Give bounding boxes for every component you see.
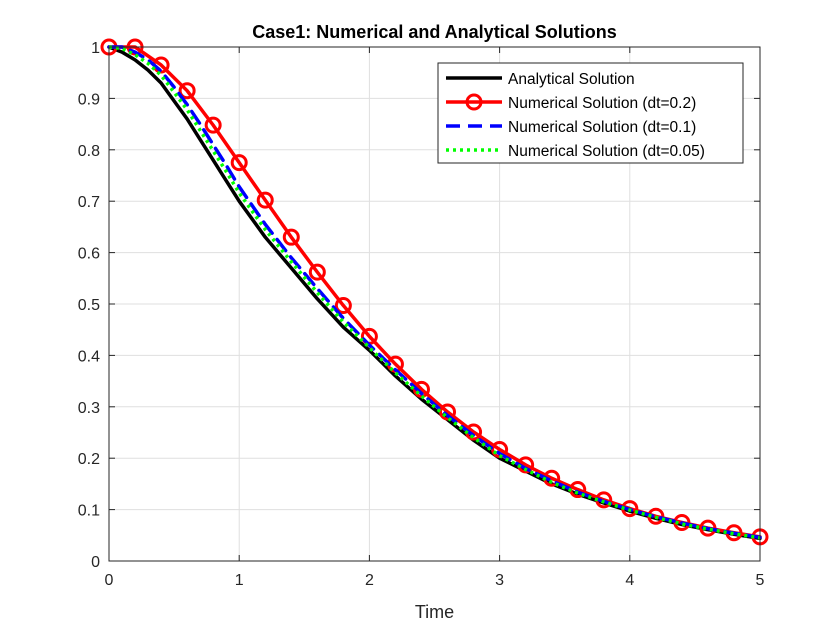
ticks: 0 1 2 3 4 5 0 0.1 0.2 0.3 0.4 0.5 0.6 0.7 0.8 0.9 1 [78,40,765,589]
series-marker-1 [439,403,457,421]
x-tick-label: 1 [235,572,244,589]
series-marker-1 [204,116,222,134]
series-marker-1 [178,82,196,100]
y-tick-label: 0.7 [78,194,100,211]
y-tick-label: 0.1 [78,503,100,520]
y-tick-label: 0.4 [78,348,100,365]
series-marker-1 [308,263,326,281]
y-tick-label: 1 [91,40,100,57]
series-marker-1 [334,297,352,315]
legend-marker-1 [465,93,483,111]
legend-label-3: Numerical Solution (dt=0.05) [508,143,705,160]
legend-label-0: Analytical Solution [508,71,635,88]
series-line-3 [108,45,761,540]
legend: Analytical Solution Numerical Solution (d… [437,62,744,164]
legend-label-1: Numerical Solution (dt=0.2) [508,95,696,112]
chart-title: Case1: Numerical and Analytical Solution… [252,22,616,42]
y-tick-label: 0.3 [78,400,100,417]
y-tick-label: 0.2 [78,451,100,468]
series-group [100,38,769,546]
y-tick-label: 0 [91,554,100,571]
legend-label-2: Numerical Solution (dt=0.1) [508,119,696,136]
y-tick-label: 0.9 [78,91,100,108]
series-marker-1 [230,154,248,172]
x-tick-label: 2 [365,572,374,589]
x-tick-label: 4 [625,572,634,589]
y-tick-label: 0.5 [78,297,100,314]
series-marker-1 [282,228,300,246]
y-tick-label: 0.6 [78,246,100,263]
x-tick-label: 5 [756,572,765,589]
x-tick-label: 3 [495,572,504,589]
x-tick-label: 0 [105,572,114,589]
y-tick-label: 0.8 [78,143,100,160]
x-axis-label: Time [415,602,454,622]
series-marker-1 [256,191,274,209]
